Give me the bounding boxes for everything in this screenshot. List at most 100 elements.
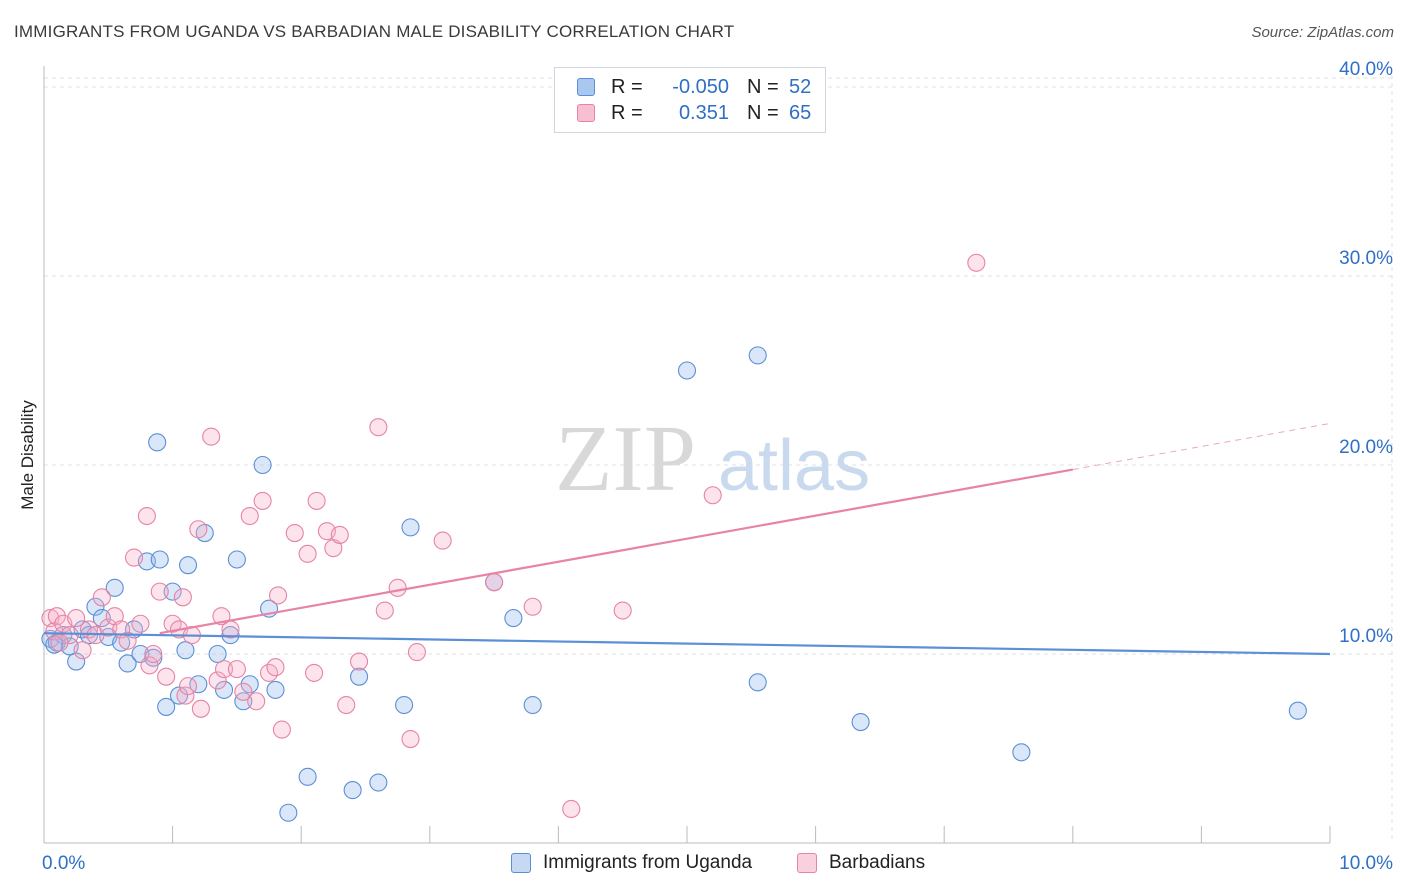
y-tick-label: 20.0%: [1339, 437, 1393, 458]
legend-swatch-barbadians: [577, 104, 595, 122]
barbadian-point: [92, 588, 111, 607]
uganda-point: [240, 675, 259, 694]
barbadian-point: [562, 799, 581, 819]
barbadian-point: [330, 525, 349, 544]
uganda-point: [227, 550, 246, 569]
uganda-point: [67, 652, 86, 671]
uganda-point: [105, 578, 124, 597]
legend-row-barbadians: R = 0.351 N = 65: [577, 102, 811, 124]
uganda-point: [150, 550, 169, 569]
uganda-point: [157, 697, 176, 716]
barbadian-point: [150, 582, 169, 601]
legend-r-label: R =: [611, 101, 643, 124]
barbadian-point: [144, 644, 163, 664]
watermark-zip: ZIP: [555, 407, 696, 511]
correlation-legend: R = -0.050 N = 52 R = 0.351 N = 65: [554, 67, 826, 133]
barbadian-point: [247, 692, 266, 711]
uganda-point: [343, 781, 362, 800]
barbadian-point: [337, 695, 356, 715]
barbadian-point: [124, 548, 144, 567]
barbadian-point: [131, 614, 150, 633]
barbadian-point: [157, 667, 176, 686]
uganda-point: [395, 695, 414, 715]
bottom-legend-label-barbadians: Barbadians: [829, 852, 926, 873]
barbadian-trend-line-dashed: [1072, 422, 1331, 471]
y-tick-label: 40.0%: [1339, 59, 1393, 80]
bottom-legend-swatch-uganda: [511, 853, 531, 873]
uganda-point: [369, 773, 388, 792]
barbadian-point: [613, 601, 632, 620]
uganda-point: [1288, 701, 1307, 720]
bottom-legend-swatch-barbadians: [797, 853, 817, 873]
uganda-point: [523, 695, 542, 715]
barbadian-point: [272, 720, 291, 739]
barbadian-point: [298, 544, 317, 563]
barbadian-point: [118, 631, 137, 650]
gridlines: [44, 75, 1393, 843]
bottom-legend-uganda: Immigrants from Uganda: [511, 852, 752, 874]
legend-r-label: R =: [611, 75, 643, 98]
uganda-trend-line: [43, 632, 1331, 656]
watermark-atlas: atlas: [718, 426, 870, 506]
legend-n-label: N =: [747, 101, 779, 124]
y-tick-label: 10.0%: [1339, 626, 1393, 647]
barbadian-point: [50, 633, 69, 652]
barbadian-point: [240, 506, 259, 526]
barbadian-point: [703, 486, 722, 505]
barbadian-point: [47, 607, 66, 626]
uganda-point: [169, 686, 189, 705]
barbadian-point: [967, 253, 986, 272]
barbadian-point: [369, 418, 388, 437]
uganda-point: [148, 433, 167, 452]
uganda-point: [214, 680, 234, 699]
barbadian-point: [253, 491, 272, 510]
axes: [43, 66, 1331, 844]
uganda-point: [504, 609, 523, 628]
bottom-legend-barbadians: Barbadians: [797, 852, 925, 874]
x-tick-label: 0.0%: [42, 853, 85, 874]
uganda-point: [748, 346, 767, 365]
uganda-point: [748, 673, 767, 692]
barbadian-point: [388, 578, 407, 597]
legend-n-value-uganda: 52: [789, 75, 812, 98]
chart-title: IMMIGRANTS FROM UGANDA VS BARBADIAN MALE…: [14, 22, 735, 41]
data-points: [41, 253, 1307, 822]
uganda-point: [86, 597, 105, 616]
barbadian-point: [191, 699, 210, 718]
barbadian-point: [266, 658, 285, 677]
barbadian-point: [137, 506, 156, 526]
uganda-point: [1012, 743, 1031, 762]
barbadian-point: [305, 663, 324, 682]
uganda-point: [253, 455, 272, 475]
barbadian-point: [227, 660, 246, 679]
barbadian-point: [45, 622, 64, 641]
barbadian-point: [73, 641, 92, 660]
x-tick-label: 10.0%: [1339, 853, 1393, 874]
barbadian-point: [208, 671, 227, 690]
uganda-point: [163, 582, 182, 601]
legend-n-label: N =: [747, 75, 779, 98]
barbadian-point: [214, 660, 234, 679]
barbadian-point: [60, 626, 79, 645]
barbadian-point: [178, 677, 198, 696]
y-tick-labels: 10.0% 20.0% 30.0% 40.0%: [1339, 59, 1393, 647]
legend-r-value-uganda: -0.050: [672, 75, 729, 98]
barbadian-point: [189, 520, 208, 539]
barbadian-point: [173, 588, 192, 607]
uganda-point: [298, 767, 317, 786]
barbadian-point: [433, 531, 452, 550]
y-tick-label: 30.0%: [1339, 248, 1393, 269]
uganda-point: [208, 644, 227, 664]
barbadian-point: [234, 682, 253, 701]
uganda-point: [851, 712, 870, 732]
source-label: Source: ZipAtlas.com: [1251, 24, 1394, 41]
uganda-point: [266, 680, 285, 699]
barbadian-point: [285, 523, 304, 543]
barbadian-point: [407, 643, 426, 662]
legend-r-value-barbadians: 0.351: [678, 101, 729, 124]
uganda-point: [178, 556, 198, 575]
barbadian-point: [375, 601, 394, 620]
barbadian-point: [350, 652, 369, 671]
uganda-point: [279, 803, 298, 822]
